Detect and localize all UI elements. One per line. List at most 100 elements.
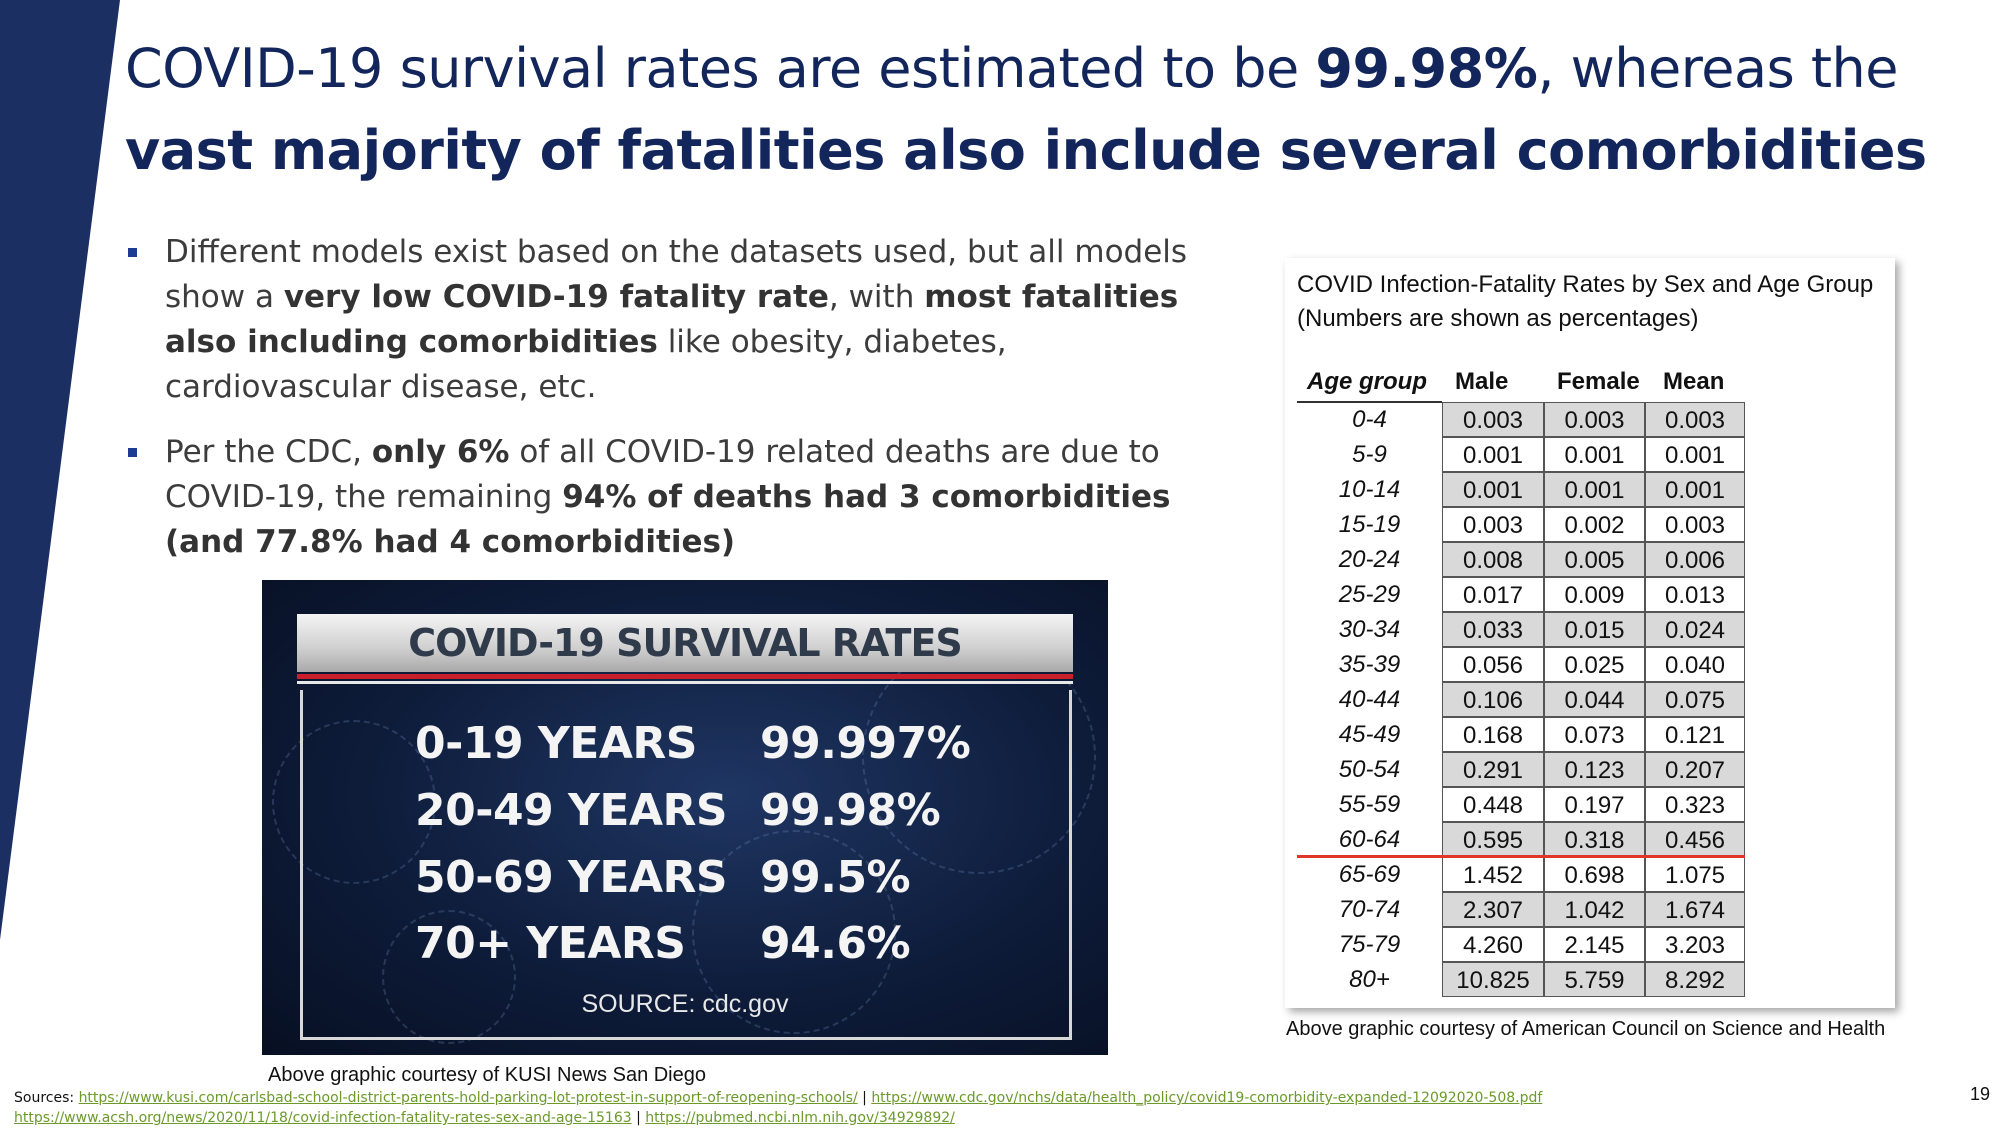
table-cell-male: 0.001 xyxy=(1442,437,1544,472)
table-cell-male: 0.017 xyxy=(1442,577,1544,612)
table-cell-male: 4.260 xyxy=(1442,927,1544,962)
table-cell-mean: 1.075 xyxy=(1645,857,1745,892)
graphic-age: 70+ YEARS xyxy=(415,918,686,969)
table-cell-male: 0.448 xyxy=(1442,787,1544,822)
table-cell-mean: 3.203 xyxy=(1645,927,1745,962)
table-cell-female: 0.698 xyxy=(1544,857,1645,892)
table-cell-female: 0.073 xyxy=(1544,717,1645,752)
virus-decoration xyxy=(382,910,516,1044)
caption-acsh: Above graphic courtesy of American Counc… xyxy=(1286,1018,1886,1040)
table-cell-male: 0.106 xyxy=(1442,682,1544,717)
age-group-cell: 75-79 xyxy=(1338,931,1401,958)
table-cell-mean: 1.674 xyxy=(1645,892,1745,927)
header-age-group: Age group xyxy=(1307,368,1427,395)
sources-separator: | xyxy=(636,1110,641,1126)
sources-footer: Sources: https://www.kusi.com/carlsbad-s… xyxy=(14,1088,1542,1128)
table-cell-mean: 0.003 xyxy=(1645,507,1745,542)
table-title: COVID Infection-Fatality Rates by Sex an… xyxy=(1297,268,1897,336)
table-cell-male: 2.307 xyxy=(1442,892,1544,927)
age-group-cell: 55-59 xyxy=(1338,791,1401,818)
bullet-marker xyxy=(128,248,137,257)
age-group-cell: 15-19 xyxy=(1338,511,1401,538)
table-cell-female: 5.759 xyxy=(1544,962,1645,997)
table-cell-male: 0.056 xyxy=(1442,647,1544,682)
table-cell-male: 0.008 xyxy=(1442,542,1544,577)
source-link-acsh[interactable]: https://www.acsh.org/news/2020/11/18/cov… xyxy=(14,1110,632,1126)
source-link-pubmed[interactable]: https://pubmed.ncbi.nlm.nih.gov/34929892… xyxy=(645,1110,955,1126)
table-cell-female: 0.025 xyxy=(1544,647,1645,682)
table-cell-male: 0.001 xyxy=(1442,472,1544,507)
age-group-cell: 0-4 xyxy=(1352,406,1387,433)
table-cell-female: 0.005 xyxy=(1544,542,1645,577)
table-cell-female: 1.042 xyxy=(1544,892,1645,927)
table-cell-male: 10.825 xyxy=(1442,962,1544,997)
graphic-age: 50-69 YEARS xyxy=(415,852,728,903)
table-cell-female: 0.001 xyxy=(1544,437,1645,472)
source-link-kusi[interactable]: https://www.kusi.com/carlsbad-school-dis… xyxy=(78,1090,858,1106)
table-cell-female: 0.009 xyxy=(1544,577,1645,612)
bullet-bold: most fatalities also including comorbidi… xyxy=(165,279,1179,360)
age-group-cell: 50-54 xyxy=(1338,756,1401,783)
table-cell-male: 0.003 xyxy=(1442,507,1544,542)
table-cell-mean: 0.456 xyxy=(1645,822,1745,857)
fatality-rate-table: COVID Infection-Fatality Rates by Sex an… xyxy=(1285,258,1895,1008)
graphic-rate: 94.6% xyxy=(760,918,911,969)
table-cell-male: 1.452 xyxy=(1442,857,1544,892)
table-cell-mean: 0.323 xyxy=(1645,787,1745,822)
age-group-cell: 10-14 xyxy=(1338,476,1401,503)
age-group-cell: 70-74 xyxy=(1338,896,1401,923)
red-threshold-line xyxy=(1297,855,1745,858)
bullet-marker xyxy=(128,448,137,457)
age-group-cell: 60-64 xyxy=(1338,826,1401,853)
graphic-row: 70+ YEARS 94.6% xyxy=(415,918,1015,978)
bullet-bold: only 6% xyxy=(371,434,510,470)
bullet-text: , with xyxy=(828,279,925,315)
graphic-source: SOURCE: cdc.gov xyxy=(581,990,789,1018)
graphic-row: 50-69 YEARS 99.5% xyxy=(415,852,1015,912)
age-group-cell: 30-34 xyxy=(1338,616,1401,643)
table-cell-male: 0.003 xyxy=(1442,402,1544,437)
bullet-item-1: Different models exist based on the data… xyxy=(125,230,1220,410)
table-cell-female: 0.002 xyxy=(1544,507,1645,542)
virus-decoration xyxy=(692,830,896,1034)
graphic-banner: COVID-19 SURVIVAL RATES xyxy=(297,614,1073,672)
table-cell-mean: 0.024 xyxy=(1645,612,1745,647)
table-cell-female: 2.145 xyxy=(1544,927,1645,962)
graphic-rate: 99.997% xyxy=(760,718,971,769)
table-cell-male: 0.168 xyxy=(1442,717,1544,752)
side-accent-bar xyxy=(0,0,120,940)
table-cell-mean: 0.121 xyxy=(1645,717,1745,752)
bullet-text: of all COVID-19 related deaths are due t… xyxy=(165,434,1160,515)
slide-title: COVID-19 survival rates are estimated to… xyxy=(125,28,1985,192)
banner-stripe-white xyxy=(297,681,1073,684)
table-cell-female: 0.318 xyxy=(1544,822,1645,857)
graphic-row: 20-49 YEARS 99.98% xyxy=(415,785,1015,845)
title-highlight: 99.98% xyxy=(1315,37,1538,100)
table-cell-mean: 0.075 xyxy=(1645,682,1745,717)
bullet-text: Different models exist based on the data… xyxy=(165,234,1188,315)
table-cell-mean: 0.207 xyxy=(1645,752,1745,787)
table-cell-male: 0.033 xyxy=(1442,612,1544,647)
table-cell-mean: 0.003 xyxy=(1645,402,1745,437)
table-cell-female: 0.044 xyxy=(1544,682,1645,717)
bullet-text: like obesity, diabetes, cardiovascular d… xyxy=(165,324,1007,405)
table-cell-female: 0.001 xyxy=(1544,472,1645,507)
bullet-item-2: Per the CDC, only 6% of all COVID-19 rel… xyxy=(125,430,1220,565)
table-cell-mean: 0.001 xyxy=(1645,472,1745,507)
header-male: Male xyxy=(1455,368,1509,395)
graphic-frame xyxy=(300,690,1072,1040)
table-cell-male: 0.291 xyxy=(1442,752,1544,787)
header-underline xyxy=(1297,401,1442,403)
table-cell-mean: 0.001 xyxy=(1645,437,1745,472)
source-link-cdc[interactable]: https://www.cdc.gov/nchs/data/health_pol… xyxy=(871,1090,1543,1106)
table-title-line1: COVID Infection-Fatality Rates by Sex an… xyxy=(1297,271,1874,298)
table-cell-female: 0.003 xyxy=(1544,402,1645,437)
graphic-rate: 99.5% xyxy=(760,852,911,903)
age-group-cell: 35-39 xyxy=(1338,651,1401,678)
title-part2: , whereas the xyxy=(1537,37,1899,100)
virus-decoration xyxy=(272,720,436,884)
page-number: 19 xyxy=(1970,1084,1991,1104)
age-group-cell: 5-9 xyxy=(1352,441,1387,468)
bullet-text: Per the CDC, xyxy=(165,434,372,470)
header-female: Female xyxy=(1557,368,1640,395)
